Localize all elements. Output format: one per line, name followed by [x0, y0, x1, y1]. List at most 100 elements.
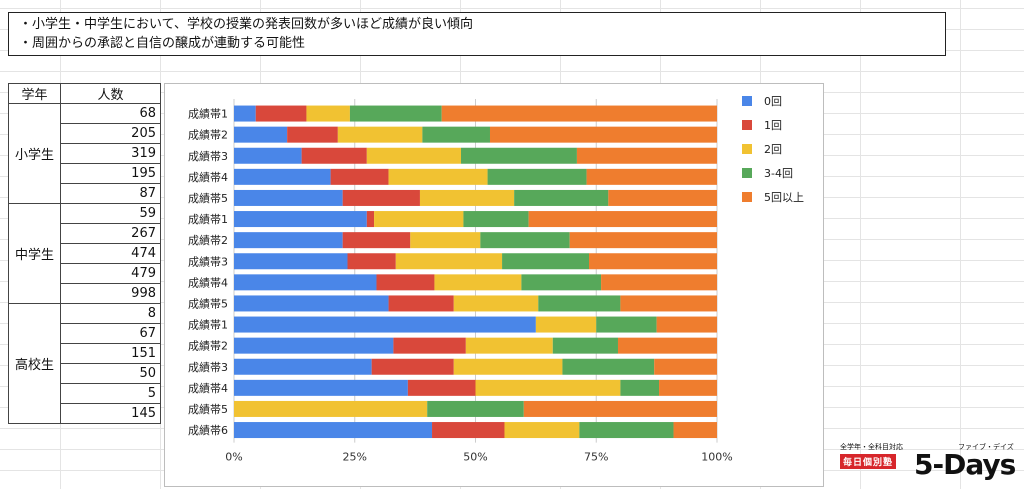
category-label: 成績帯4: [188, 275, 228, 289]
category-label: 成績帯5: [188, 402, 228, 416]
bar-segment: [371, 358, 454, 375]
category-label: 成績帯3: [188, 360, 228, 374]
bar-segment: [301, 147, 367, 164]
bar-segment: [656, 316, 717, 333]
table-row: 中学生 59: [8, 203, 161, 304]
header-grade: 学年: [8, 83, 61, 104]
bar-segment: [489, 126, 717, 143]
bar-segment: [487, 168, 587, 185]
bar-segment: [453, 358, 563, 375]
count-cell: 5: [60, 383, 161, 404]
x-tick-label: 50%: [463, 451, 487, 464]
bar-segment: [234, 211, 367, 228]
legend-swatch: [742, 120, 752, 130]
bar-segment: [596, 316, 657, 333]
legend-label: 5回以上: [764, 191, 804, 204]
category-label: 成績帯5: [188, 296, 228, 310]
x-tick-label: 100%: [701, 451, 732, 464]
bar-segment: [502, 253, 590, 270]
count-cell: 319: [60, 143, 161, 164]
bar-segment: [579, 422, 674, 439]
bar-segment: [374, 211, 464, 228]
bar-segment: [480, 232, 570, 249]
bar-segment: [562, 358, 655, 375]
x-tick-label: 0%: [225, 451, 242, 464]
bar-segment: [586, 168, 717, 185]
bar-segment: [366, 211, 375, 228]
bar-segment: [234, 316, 536, 333]
table-row: 小学生 68: [8, 103, 161, 204]
bar-segment: [659, 379, 717, 396]
legend-swatch: [742, 144, 752, 154]
category-label: 成績帯3: [188, 254, 228, 268]
bar-segment: [234, 358, 372, 375]
note-line-2: ・周囲からの承認と自信の醸成が連動する可能性: [19, 36, 306, 51]
bar-segment: [504, 422, 580, 439]
bar-segment: [617, 337, 717, 354]
category-label: 成績帯4: [188, 381, 228, 395]
category-label: 成績帯4: [188, 170, 228, 184]
count-cell: 59: [60, 203, 161, 224]
header-count: 人数: [60, 83, 161, 104]
bar-segment: [407, 379, 476, 396]
table-row: 高校生 8: [8, 303, 161, 424]
category-label: 成績帯2: [188, 128, 228, 142]
bar-segment: [441, 105, 717, 122]
category-label: 成績帯3: [188, 149, 228, 163]
bar-segment: [393, 337, 466, 354]
count-cell: 8: [60, 303, 161, 324]
category-label: 成績帯1: [188, 318, 228, 332]
bar-segment: [434, 274, 522, 291]
bar-segment: [395, 253, 503, 270]
count-cell: 474: [60, 243, 161, 264]
bar-segment: [234, 295, 389, 312]
bar-segment: [234, 168, 331, 185]
bar-segment: [620, 379, 660, 396]
bar-segment: [535, 316, 597, 333]
count-cell: 50: [60, 363, 161, 384]
bar-segment: [576, 147, 717, 164]
summary-note: ・小学生・中学生において、学校の授業の発表回数が多いほど成績が良い傾向 ・周囲か…: [8, 12, 946, 56]
bar-segment: [608, 189, 717, 206]
legend-swatch: [742, 96, 752, 106]
table-row: 145: [9, 403, 161, 424]
bar-segment: [569, 232, 717, 249]
logo-kana: ファイブ・デイズ: [958, 443, 1014, 451]
bar-segment: [388, 295, 454, 312]
legend-label: 0回: [764, 95, 782, 108]
bar-segment: [427, 400, 524, 417]
bar-segment: [255, 105, 307, 122]
bar-segment: [234, 232, 343, 249]
bar-segment: [342, 189, 420, 206]
bar-segment: [337, 126, 423, 143]
table-row: 87: [9, 183, 161, 204]
bar-segment: [419, 189, 515, 206]
bar-segment: [514, 189, 609, 206]
count-cell: 998: [60, 283, 161, 304]
legend-label: 3-4回: [764, 167, 793, 180]
logo-tagline: 全学年・全科目対応: [840, 443, 903, 451]
bar-segment: [234, 379, 408, 396]
bar-segment: [422, 126, 490, 143]
bar-segment: [347, 253, 396, 270]
grade-cell-elementary: 小学生: [8, 103, 61, 204]
bar-segment: [601, 274, 717, 291]
bar-segment: [673, 422, 717, 439]
bar-segment: [552, 337, 618, 354]
bar-segment: [234, 147, 302, 164]
bar-segment: [461, 147, 577, 164]
bar-segment: [432, 422, 505, 439]
bar-segment: [528, 211, 717, 228]
logo-wordmark: 5-Days: [914, 448, 1016, 481]
bar-segment: [234, 253, 348, 270]
count-cell: 87: [60, 183, 161, 204]
count-cell: 205: [60, 123, 161, 144]
bar-segment: [654, 358, 717, 375]
bar-segment: [366, 147, 462, 164]
category-label: 成績帯2: [188, 339, 228, 353]
bar-segment: [234, 422, 433, 439]
grade-cell-junior-high: 中学生: [8, 203, 61, 304]
logo-badge: 毎日個別塾: [840, 454, 897, 469]
x-tick-label: 75%: [584, 451, 608, 464]
bar-segment: [589, 253, 717, 270]
